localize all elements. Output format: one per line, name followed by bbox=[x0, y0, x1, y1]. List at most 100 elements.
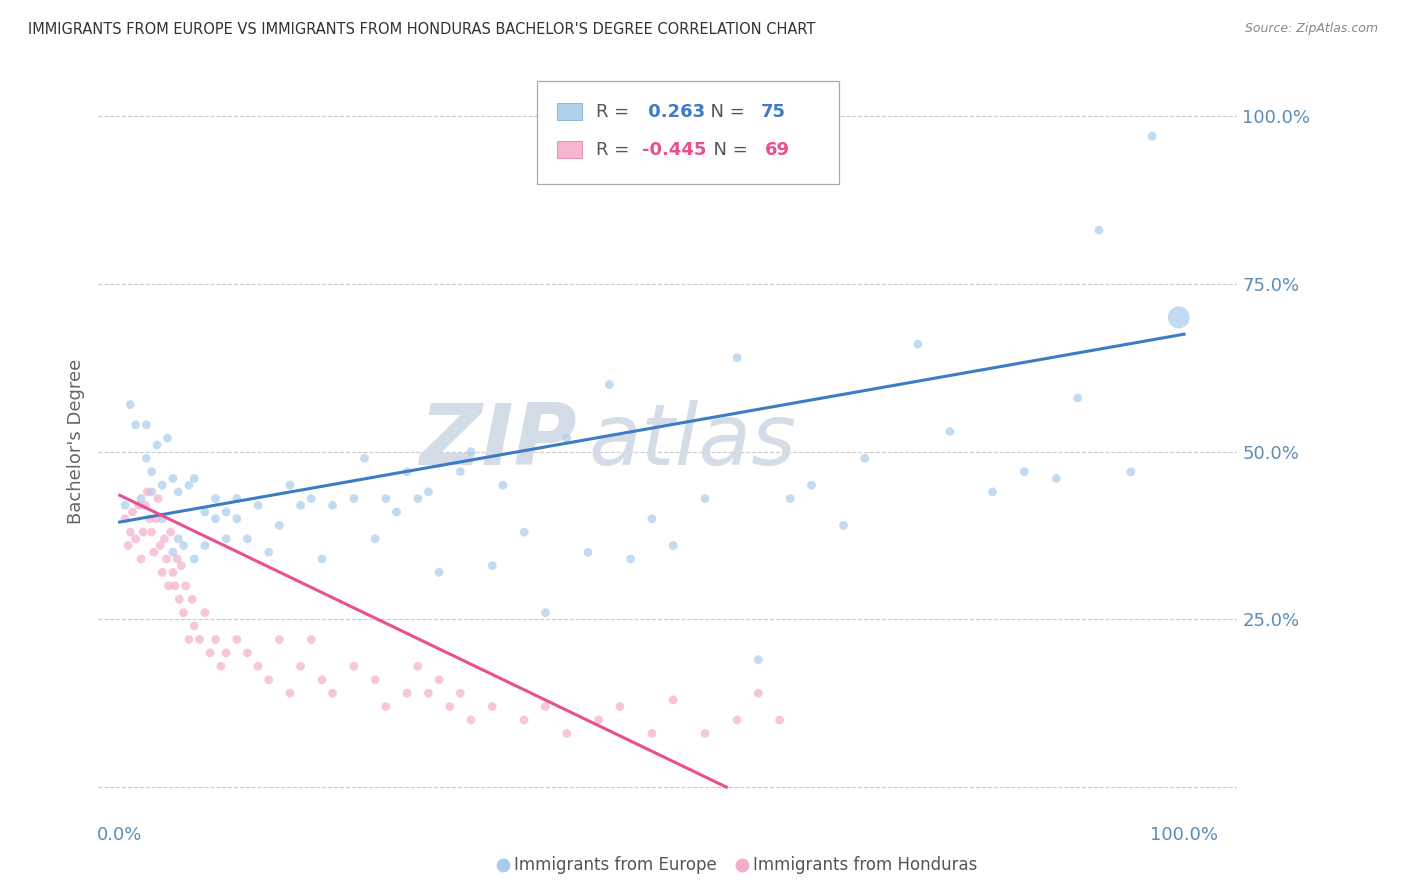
Point bbox=[513, 525, 536, 540]
Text: Immigrants from Honduras: Immigrants from Honduras bbox=[754, 855, 977, 873]
Point bbox=[343, 659, 366, 673]
Point bbox=[725, 351, 748, 365]
Point bbox=[117, 539, 139, 553]
Point bbox=[247, 659, 270, 673]
Point bbox=[134, 498, 156, 512]
Point bbox=[145, 512, 167, 526]
Point bbox=[406, 491, 429, 506]
Point bbox=[555, 431, 578, 445]
Point bbox=[150, 566, 173, 580]
Point bbox=[449, 465, 471, 479]
Point bbox=[138, 512, 160, 526]
Point bbox=[183, 552, 205, 566]
Point bbox=[364, 673, 387, 687]
Text: 69: 69 bbox=[765, 141, 790, 159]
Point bbox=[177, 478, 200, 492]
Point bbox=[198, 646, 221, 660]
Text: 0.263: 0.263 bbox=[641, 103, 704, 120]
Point bbox=[236, 646, 259, 660]
Point bbox=[215, 532, 238, 546]
Point bbox=[120, 398, 142, 412]
Point bbox=[290, 659, 312, 673]
Point bbox=[173, 606, 195, 620]
Point bbox=[427, 673, 450, 687]
Point bbox=[141, 525, 163, 540]
Point bbox=[153, 532, 176, 546]
Point bbox=[322, 686, 344, 700]
Point bbox=[322, 498, 344, 512]
Point bbox=[396, 686, 419, 700]
Point bbox=[418, 686, 440, 700]
Point bbox=[194, 539, 217, 553]
Point bbox=[278, 686, 301, 700]
Point bbox=[204, 632, 226, 647]
Point bbox=[779, 491, 801, 506]
Point bbox=[693, 726, 716, 740]
Point bbox=[343, 491, 366, 506]
Point bbox=[290, 498, 312, 512]
Point bbox=[418, 484, 440, 499]
Point bbox=[1119, 465, 1142, 479]
Point bbox=[385, 505, 408, 519]
Point bbox=[555, 726, 578, 740]
Point bbox=[215, 646, 238, 660]
Point bbox=[165, 579, 187, 593]
Point bbox=[747, 686, 769, 700]
Point bbox=[311, 552, 333, 566]
Text: N =: N = bbox=[699, 103, 749, 120]
Point bbox=[662, 693, 685, 707]
Text: atlas: atlas bbox=[588, 400, 796, 483]
Point bbox=[247, 498, 270, 512]
Text: -0.445: -0.445 bbox=[641, 141, 706, 159]
Point bbox=[141, 484, 163, 499]
Text: IMMIGRANTS FROM EUROPE VS IMMIGRANTS FROM HONDURAS BACHELOR'S DEGREE CORRELATION: IMMIGRANTS FROM EUROPE VS IMMIGRANTS FRO… bbox=[28, 22, 815, 37]
Text: 75: 75 bbox=[761, 103, 786, 120]
Point bbox=[588, 713, 610, 727]
Point bbox=[278, 478, 301, 492]
Point bbox=[481, 558, 503, 573]
Point bbox=[141, 465, 163, 479]
Point bbox=[169, 592, 191, 607]
Point bbox=[159, 525, 181, 540]
Point bbox=[427, 566, 450, 580]
Point bbox=[641, 512, 664, 526]
Point bbox=[609, 699, 631, 714]
Point bbox=[157, 579, 180, 593]
Point bbox=[149, 539, 172, 553]
Point bbox=[374, 699, 396, 714]
Point bbox=[406, 659, 429, 673]
Point bbox=[311, 673, 333, 687]
FancyBboxPatch shape bbox=[537, 81, 839, 184]
Point bbox=[114, 512, 136, 526]
Text: Immigrants from Europe: Immigrants from Europe bbox=[515, 855, 717, 873]
Point bbox=[150, 478, 173, 492]
Point bbox=[662, 539, 685, 553]
Point bbox=[183, 471, 205, 485]
Point bbox=[225, 512, 247, 526]
Point bbox=[853, 451, 876, 466]
Point bbox=[1066, 391, 1088, 405]
FancyBboxPatch shape bbox=[557, 103, 582, 120]
Point bbox=[364, 532, 387, 546]
Point bbox=[236, 532, 259, 546]
Point bbox=[620, 552, 643, 566]
FancyBboxPatch shape bbox=[557, 141, 582, 158]
Point bbox=[129, 491, 152, 506]
Point bbox=[209, 659, 232, 673]
Text: R =: R = bbox=[596, 141, 636, 159]
Point bbox=[204, 491, 226, 506]
Point bbox=[135, 451, 157, 466]
Point bbox=[693, 491, 716, 506]
Point bbox=[492, 478, 515, 492]
Y-axis label: Bachelor's Degree: Bachelor's Degree bbox=[66, 359, 84, 524]
Point bbox=[353, 451, 375, 466]
Text: R =: R = bbox=[596, 103, 636, 120]
Point bbox=[132, 525, 155, 540]
Point bbox=[534, 699, 557, 714]
Point bbox=[156, 431, 179, 445]
Point bbox=[167, 484, 190, 499]
Point bbox=[121, 505, 143, 519]
Point bbox=[142, 545, 165, 559]
Point bbox=[747, 652, 769, 666]
Point bbox=[981, 484, 1004, 499]
